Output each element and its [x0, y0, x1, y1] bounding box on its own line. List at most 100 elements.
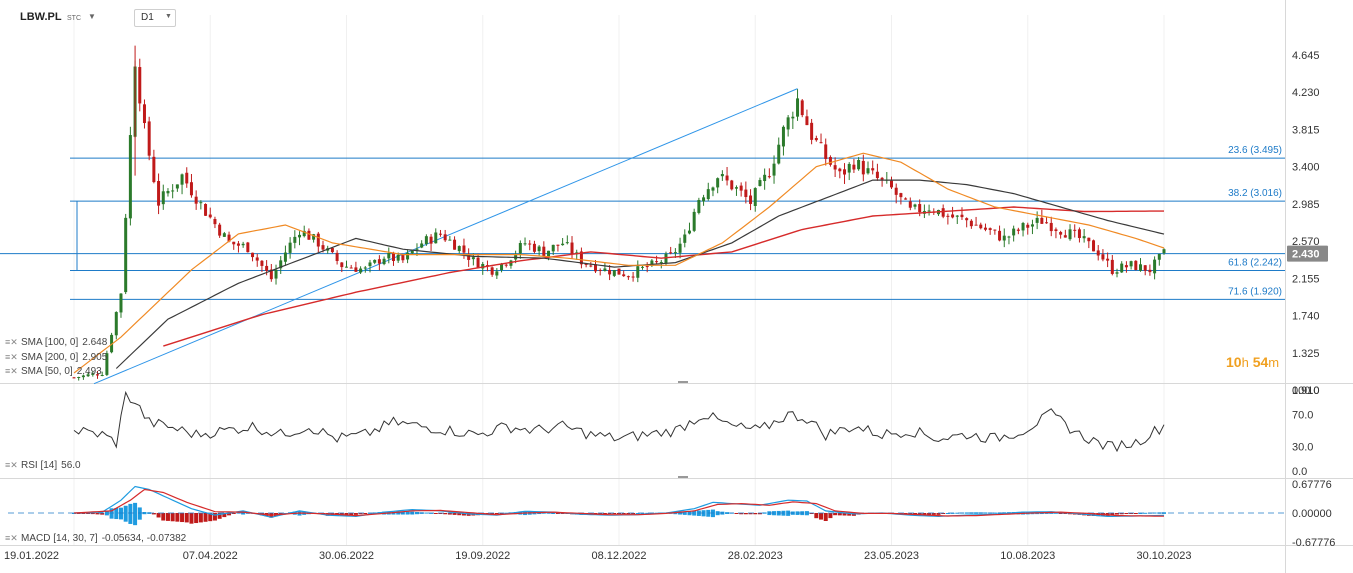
candle[interactable] — [781, 125, 785, 156]
candle[interactable] — [1035, 211, 1039, 230]
candle[interactable] — [373, 259, 377, 265]
candle[interactable] — [476, 253, 480, 269]
candle[interactable] — [730, 179, 734, 191]
candle[interactable] — [1040, 209, 1044, 224]
candle[interactable] — [640, 265, 644, 270]
candle[interactable] — [969, 219, 973, 229]
candle[interactable] — [415, 243, 419, 256]
candle[interactable] — [448, 235, 452, 241]
candle[interactable] — [716, 177, 720, 194]
candle[interactable] — [687, 222, 691, 235]
candle[interactable] — [81, 374, 85, 380]
candle[interactable] — [753, 187, 757, 212]
candle[interactable] — [1049, 216, 1053, 237]
candle[interactable] — [349, 264, 353, 269]
candle[interactable] — [993, 229, 997, 235]
candle[interactable] — [871, 160, 875, 175]
candle[interactable] — [983, 223, 987, 232]
candle[interactable] — [1087, 237, 1091, 249]
candle[interactable] — [1054, 227, 1058, 239]
candle[interactable] — [1026, 222, 1030, 235]
candle[interactable] — [861, 154, 865, 182]
candle[interactable] — [631, 271, 635, 282]
candle[interactable] — [100, 371, 104, 377]
candle[interactable] — [377, 255, 381, 271]
candle[interactable] — [354, 261, 358, 273]
candle[interactable] — [490, 266, 494, 277]
panel-resize-handle[interactable] — [678, 381, 688, 383]
candle[interactable] — [669, 246, 673, 255]
candle[interactable] — [420, 240, 424, 249]
candle[interactable] — [734, 185, 738, 196]
candle[interactable] — [1021, 221, 1025, 237]
candle[interactable] — [880, 176, 884, 187]
candle[interactable] — [894, 183, 898, 204]
candle[interactable] — [255, 253, 259, 267]
candle[interactable] — [1124, 261, 1128, 273]
candle[interactable] — [556, 244, 560, 252]
candle[interactable] — [951, 206, 955, 219]
candle[interactable] — [678, 237, 682, 259]
candle[interactable] — [1059, 230, 1063, 239]
candle[interactable] — [335, 250, 339, 265]
candle[interactable] — [758, 177, 762, 187]
candle[interactable] — [504, 263, 508, 268]
candle[interactable] — [608, 265, 612, 281]
settings-close-icon[interactable]: ≡✕ — [5, 460, 18, 470]
candle[interactable] — [1063, 229, 1067, 238]
candle[interactable] — [251, 252, 255, 262]
indicator-sma100[interactable]: ≡✕ SMA [100, 0] 2.648 — [5, 337, 108, 348]
candle[interactable] — [847, 162, 851, 181]
candle[interactable] — [274, 264, 278, 285]
candle[interactable] — [391, 251, 395, 266]
panel-resize-handle[interactable] — [678, 476, 688, 478]
candle[interactable] — [697, 197, 701, 215]
candle[interactable] — [1106, 252, 1110, 268]
candle[interactable] — [720, 170, 724, 181]
candle[interactable] — [763, 168, 767, 190]
indicator-macd[interactable]: ≡✕ MACD [14, 30, 7] -0.05634, -0.07382 — [5, 533, 187, 544]
candle[interactable] — [767, 168, 771, 179]
candle[interactable] — [866, 161, 870, 175]
candle[interactable] — [908, 197, 912, 211]
settings-close-icon[interactable]: ≡✕ — [5, 352, 18, 362]
candle[interactable] — [805, 109, 809, 126]
candle[interactable] — [1162, 248, 1166, 255]
candle[interactable] — [927, 204, 931, 216]
candle[interactable] — [1002, 228, 1006, 248]
candle[interactable] — [387, 247, 391, 264]
candle[interactable] — [340, 262, 344, 273]
candle[interactable] — [406, 249, 410, 264]
candle[interactable] — [410, 250, 414, 255]
candle[interactable] — [904, 197, 908, 200]
rsi-line[interactable] — [73, 390, 1165, 453]
candle[interactable] — [269, 263, 273, 282]
candle[interactable] — [279, 256, 283, 274]
candle[interactable] — [645, 262, 649, 273]
candle[interactable] — [213, 216, 217, 229]
candle[interactable] — [171, 184, 175, 199]
timeframe-select[interactable]: D1 ▼ — [134, 9, 176, 27]
candle[interactable] — [260, 260, 264, 272]
candle[interactable] — [523, 237, 527, 246]
candle[interactable] — [105, 350, 109, 376]
candle[interactable] — [711, 186, 715, 197]
candle[interactable] — [528, 240, 532, 251]
candle[interactable] — [457, 245, 461, 254]
candle[interactable] — [401, 253, 405, 263]
candle[interactable] — [518, 240, 522, 259]
candle[interactable] — [199, 200, 203, 210]
candle[interactable] — [363, 265, 367, 273]
candle[interactable] — [438, 229, 442, 237]
candle[interactable] — [922, 204, 926, 219]
candle[interactable] — [988, 227, 992, 235]
candle[interactable] — [91, 371, 95, 377]
candle[interactable] — [293, 230, 297, 249]
candle[interactable] — [890, 176, 893, 189]
candle[interactable] — [72, 376, 76, 379]
candle[interactable] — [824, 138, 828, 166]
candle[interactable] — [598, 268, 602, 276]
candle[interactable] — [875, 163, 879, 181]
candle[interactable] — [810, 118, 814, 145]
candle[interactable] — [1129, 260, 1133, 270]
